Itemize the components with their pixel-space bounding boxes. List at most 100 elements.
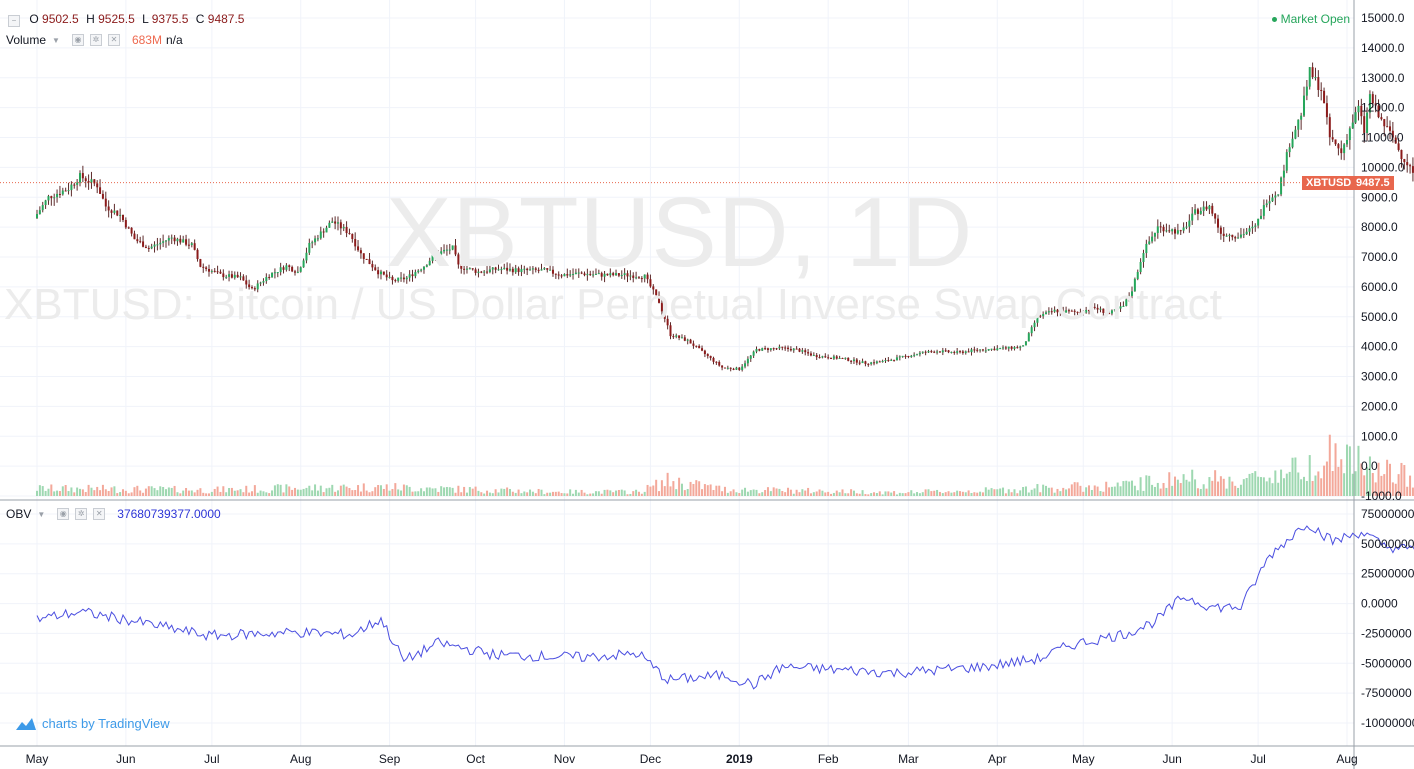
candle-body (830, 358, 833, 360)
candle-body (746, 358, 749, 364)
candle-body (1176, 230, 1179, 234)
candle-body (225, 276, 228, 278)
candle-body (1302, 95, 1306, 116)
candle-body (331, 221, 334, 223)
volume-bar (58, 491, 61, 496)
candle-body (1022, 345, 1025, 347)
candle-body (1205, 206, 1208, 210)
candle-body (84, 178, 87, 182)
volume-bar (230, 487, 233, 496)
volume-bar (976, 492, 979, 496)
candle-body (629, 275, 632, 277)
volume-bar (1185, 479, 1188, 496)
candle-body (976, 349, 979, 351)
candle-body (1357, 105, 1360, 113)
volume-bar (1145, 475, 1148, 496)
volume-bar (425, 487, 428, 496)
volume-bar (649, 486, 652, 496)
volume-bar (457, 485, 460, 496)
volume-bar (1010, 492, 1013, 496)
tradingview-branding[interactable]: charts by TradingView (16, 716, 170, 731)
volume-bar (683, 490, 686, 496)
candle-body (764, 348, 767, 350)
candle-body (589, 273, 592, 275)
candle-body (1194, 209, 1197, 214)
candle-body (382, 271, 385, 275)
volume-bar (1277, 482, 1280, 496)
candle-body (1096, 307, 1099, 310)
candle-body (170, 237, 173, 239)
volume-bar (930, 491, 933, 496)
volume-bar (583, 492, 586, 496)
volume-bar (1257, 476, 1260, 496)
candle-body (164, 240, 167, 242)
visibility-icon[interactable]: ◉ (71, 34, 84, 46)
candle-body (701, 348, 704, 351)
candle-body (1388, 126, 1392, 131)
candle-body (870, 362, 873, 365)
volume-bar (729, 491, 732, 496)
volume-bar (61, 486, 64, 496)
candle-body (1045, 312, 1048, 315)
volume-bar (511, 491, 514, 496)
gear-icon[interactable]: ✲ (75, 508, 88, 520)
price-tick-label: 5000.0 (1361, 310, 1398, 324)
chevron-down-icon[interactable]: ▼ (52, 35, 60, 45)
volume-bar (273, 485, 276, 496)
volume-bar (749, 490, 752, 496)
volume-bar (732, 489, 735, 496)
close-icon[interactable]: ✕ (93, 508, 106, 520)
candle-body (1305, 86, 1308, 96)
candle-body (179, 238, 182, 243)
obv-line (36, 525, 1414, 690)
volume-label[interactable]: Volume (6, 33, 47, 47)
candle-body (675, 335, 678, 337)
candle-body (1039, 315, 1042, 317)
volume-bar (1351, 473, 1354, 496)
candle-body (927, 351, 930, 353)
volume-bar (918, 493, 921, 496)
candle-body (1394, 137, 1397, 144)
visibility-icon[interactable]: ◉ (57, 508, 70, 520)
volume-bar (483, 493, 486, 496)
candle-body (394, 280, 397, 282)
candle-body (1242, 234, 1245, 236)
close-icon[interactable]: ✕ (107, 34, 120, 46)
ohlc-legend: − O 9502.5 H 9525.5 L 9375.5 C 9487.5 (6, 12, 244, 27)
candle-body (162, 241, 165, 243)
volume-bar (199, 488, 202, 496)
volume-bar (451, 487, 454, 496)
candle-body (35, 214, 39, 219)
candle-body (477, 271, 480, 273)
candle-body (44, 200, 47, 206)
candle-body (371, 264, 374, 268)
candle-body (861, 361, 864, 364)
candle-body (271, 272, 274, 278)
volume-bar (807, 487, 810, 496)
volume-bar (471, 488, 474, 496)
volume-bar (1274, 470, 1277, 496)
volume-bar (245, 485, 248, 496)
volume-bar (523, 491, 526, 496)
price-tick-label: 6000.0 (1361, 280, 1398, 294)
volume-bar (38, 485, 41, 496)
collapse-icon[interactable]: − (8, 15, 20, 27)
chevron-down-icon[interactable]: ▼ (37, 509, 46, 519)
candle-body (305, 252, 308, 261)
candle-body (1260, 215, 1263, 219)
volume-bar (1128, 481, 1131, 496)
volume-bar (477, 490, 480, 496)
volume-bar (187, 490, 190, 496)
candle-body (1231, 234, 1234, 238)
candle-body (1108, 313, 1111, 315)
volume-bar (666, 472, 669, 496)
time-tick-label: Aug (1336, 752, 1357, 766)
volume-bar (594, 491, 597, 496)
watermark-symbol: XBTUSD, 1D (386, 177, 974, 287)
candle-body (572, 274, 575, 276)
obv-label[interactable]: OBV (6, 507, 32, 521)
candle-body (1053, 309, 1056, 312)
candle-body (187, 244, 190, 246)
gear-icon[interactable]: ✲ (89, 34, 102, 46)
